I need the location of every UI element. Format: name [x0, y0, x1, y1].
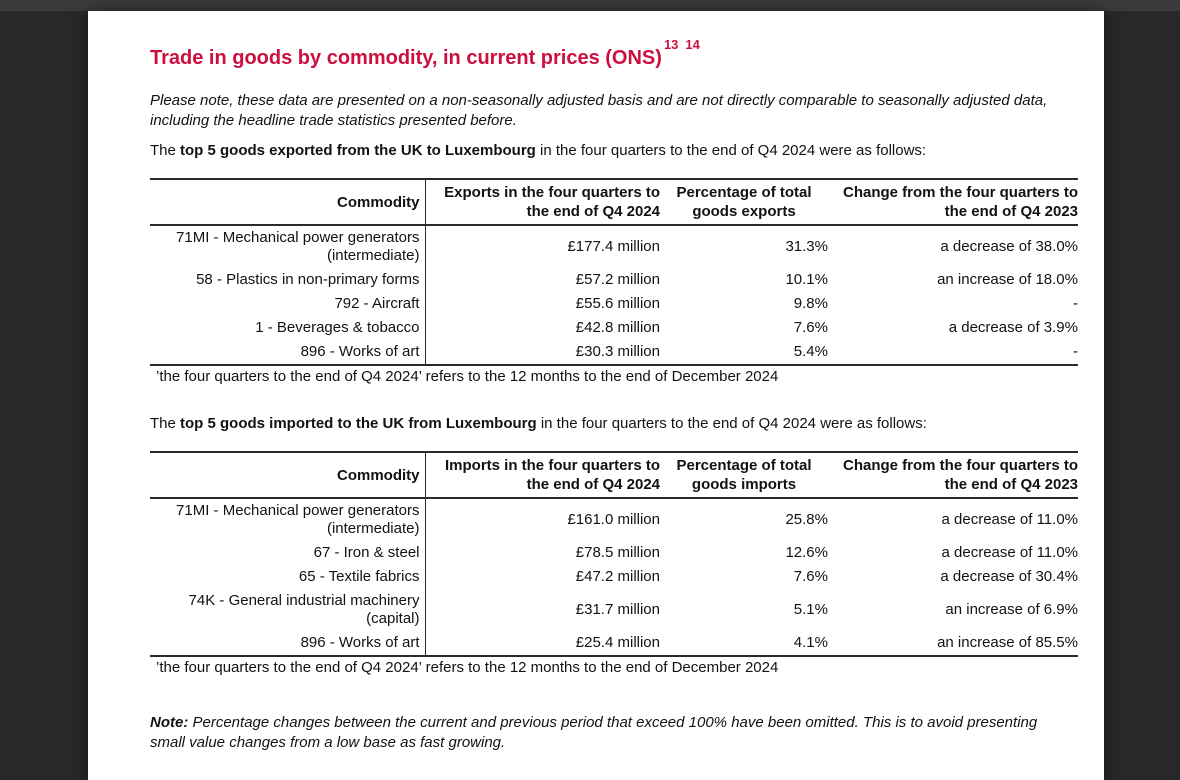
note-label: Note: [150, 714, 189, 731]
header-commodity: Commodity [150, 179, 426, 225]
change-cell: a decrease of 3.9% [948, 319, 1078, 336]
amount-cell: £30.3 million [425, 340, 660, 366]
exports-intro-suffix: in the four quarters to the end of Q4 20… [535, 142, 927, 159]
commodity-cell: 1 - Beverages & tobacco [150, 316, 426, 340]
exports-header-row: Commodity Exports in the four quarters t… [150, 179, 1078, 225]
commodity-cell: 71MI - Mechanical power generators (inte… [150, 498, 426, 541]
percent-cell: 31.3% [785, 238, 828, 255]
commodity-cell: 896 - Works of art [150, 631, 426, 657]
percent-cell: 25.8% [785, 511, 828, 528]
percent-cell: 5.4% [660, 340, 828, 366]
change-cell: - [828, 340, 1078, 366]
exports-table: Commodity Exports in the four quarters t… [150, 178, 1078, 366]
header-commodity: Commodity [150, 452, 426, 498]
commodity-cell: 58 - Plastics in non-primary forms [150, 268, 426, 292]
commodity-cell: 74K - General industrial machinery (capi… [150, 589, 426, 631]
table-row: 58 - Plastics in non-primary forms £57.2… [150, 268, 1078, 292]
change-cell: a decrease of 30.4% [940, 568, 1078, 585]
commodity-cell: 71MI - Mechanical power generators (inte… [150, 225, 426, 268]
header-imports-value: Imports in the four quarters to the end … [444, 457, 660, 493]
table-row: 65 - Textile fabrics £47.2 million 7.6% … [150, 565, 1078, 589]
amount-cell: £25.4 million [425, 631, 660, 657]
table-row: 71MI - Mechanical power generators (inte… [150, 225, 1078, 268]
imports-table: Commodity Imports in the four quarters t… [150, 451, 1078, 657]
imports-intro-bold: top 5 goods imported to the UK from Luxe… [180, 415, 537, 432]
commodity-cell: 792 - Aircraft [150, 292, 426, 316]
amount-cell: £177.4 million [567, 238, 660, 255]
title-footnote-ref-14: 14 [685, 37, 700, 53]
exports-intro-prefix: The [150, 142, 181, 159]
table-row: 1 - Beverages & tobacco £42.8 million 7.… [150, 316, 1078, 340]
viewer-top-bar [0, 0, 1180, 11]
disclaimer-text: Please note, these data are presented on… [150, 92, 1048, 129]
table-row: 792 - Aircraft £55.6 million 9.8% - [150, 292, 1078, 316]
percent-cell: 7.6% [793, 568, 828, 585]
imports-intro-suffix: in the four quarters to the end of Q4 20… [536, 415, 927, 432]
page-title: Trade in goods by commodity, in current … [150, 38, 1078, 72]
table-row: 896 - Works of art £25.4 million 4.1% an… [150, 631, 1078, 657]
table-row: 74K - General industrial machinery (capi… [150, 589, 1078, 631]
percent-cell: 7.6% [793, 319, 828, 336]
change-cell: an increase of 85.5% [828, 631, 1078, 657]
table-row: 71MI - Mechanical power generators (inte… [150, 498, 1078, 541]
change-cell: an increase of 6.9% [945, 601, 1078, 618]
commodity-cell: 896 - Works of art [150, 340, 426, 366]
percent-cell: 4.1% [660, 631, 828, 657]
percent-cell: 10.1% [785, 271, 828, 288]
amount-cell: £161.0 million [567, 511, 660, 528]
amount-cell: £57.2 million [575, 271, 660, 288]
amount-cell: £55.6 million [575, 295, 660, 312]
change-cell: a decrease of 11.0% [941, 511, 1078, 528]
header-change: Change from the four quarters to the end… [842, 184, 1078, 220]
amount-cell: £78.5 million [575, 544, 660, 561]
amount-cell: £31.7 million [575, 601, 660, 618]
note-paragraph: Note: Percentage changes between the cur… [150, 713, 1052, 753]
title-footnote-ref-13: 13 [663, 37, 679, 53]
imports-intro-prefix: The [150, 415, 181, 432]
header-change: Change from the four quarters to the end… [842, 457, 1078, 493]
exports-intro-bold: top 5 goods exported from the UK to Luxe… [180, 142, 536, 159]
change-cell: - [1073, 295, 1078, 312]
table-row: 896 - Works of art £30.3 million 5.4% - [150, 340, 1078, 366]
amount-cell: £42.8 million [575, 319, 660, 336]
table-row: 67 - Iron & steel £78.5 million 12.6% a … [150, 541, 1078, 565]
change-cell: an increase of 18.0% [937, 271, 1078, 288]
exports-intro: The top 5 goods exported from the UK to … [150, 141, 1078, 160]
header-exports-value: Exports in the four quarters to the end … [444, 184, 660, 220]
header-percentage-imports: Percentage of total goods imports [676, 457, 812, 493]
percent-cell: 12.6% [785, 544, 828, 561]
amount-cell: £47.2 million [575, 568, 660, 585]
imports-intro: The top 5 goods imported to the UK from … [150, 414, 1078, 433]
imports-table-footnote: ’the four quarters to the end of Q4 2024… [156, 659, 779, 676]
note-text: Percentage changes between the current a… [150, 714, 1038, 751]
page-content: Trade in goods by commodity, in current … [150, 38, 1078, 753]
header-percentage-exports: Percentage of total goods exports [676, 184, 812, 220]
exports-table-footnote: ’the four quarters to the end of Q4 2024… [156, 368, 779, 385]
imports-header-row: Commodity Imports in the four quarters t… [150, 452, 1078, 498]
percent-cell: 5.1% [793, 601, 828, 618]
commodity-cell: 67 - Iron & steel [150, 541, 426, 565]
page-title-text: Trade in goods by commodity, in current … [150, 47, 662, 69]
change-cell: a decrease of 38.0% [940, 238, 1078, 255]
document-page: Trade in goods by commodity, in current … [88, 11, 1104, 780]
commodity-cell: 65 - Textile fabrics [150, 565, 426, 589]
change-cell: a decrease of 11.0% [941, 544, 1078, 561]
percent-cell: 9.8% [793, 295, 828, 312]
